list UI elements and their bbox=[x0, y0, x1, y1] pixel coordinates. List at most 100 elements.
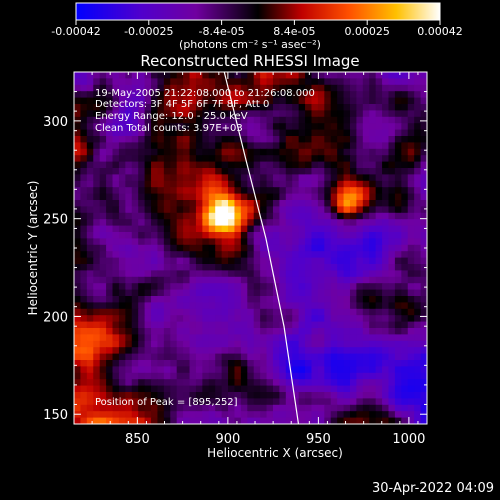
heatmap-cell bbox=[99, 340, 107, 348]
heatmap-cell bbox=[305, 161, 313, 169]
heatmap-cell bbox=[183, 379, 191, 387]
heatmap-cell bbox=[337, 264, 345, 271]
heatmap-cell bbox=[118, 321, 126, 329]
heatmap-cell bbox=[317, 289, 325, 297]
heatmap-cell bbox=[260, 193, 268, 201]
heatmap-cell bbox=[189, 97, 197, 105]
heatmap-cell bbox=[343, 168, 351, 175]
heatmap-cell bbox=[337, 142, 345, 150]
heatmap-cell bbox=[285, 321, 293, 329]
heatmap-cell bbox=[176, 264, 184, 271]
heatmap-cell bbox=[151, 398, 159, 406]
heatmap-cell bbox=[183, 200, 191, 207]
heatmap-cell bbox=[151, 104, 159, 111]
heatmap-cell bbox=[240, 372, 248, 380]
heatmap-cell bbox=[157, 193, 165, 201]
annotation-clean-counts: Clean Total counts: 3.97E+03 bbox=[95, 123, 243, 134]
heatmap-cell bbox=[369, 225, 377, 233]
heatmap-cell bbox=[324, 91, 332, 99]
heatmap-cell bbox=[285, 347, 293, 355]
heatmap-cell bbox=[292, 385, 300, 393]
heatmap-cell bbox=[298, 264, 306, 271]
heatmap-cell bbox=[106, 308, 114, 316]
heatmap-cell bbox=[311, 84, 319, 92]
heatmap-cell bbox=[157, 315, 165, 323]
heatmap-cell bbox=[106, 180, 114, 188]
heatmap-cell bbox=[106, 225, 114, 233]
heatmap-cell bbox=[170, 289, 178, 297]
heatmap-cell bbox=[369, 244, 377, 252]
heatmap-cell bbox=[118, 142, 126, 150]
heatmap-cell bbox=[151, 116, 159, 124]
heatmap-cell bbox=[292, 206, 300, 214]
heatmap-cell bbox=[420, 372, 427, 380]
heatmap-cell bbox=[356, 360, 364, 367]
heatmap-cell bbox=[260, 136, 268, 143]
heatmap-cell bbox=[151, 225, 159, 233]
heatmap-cell bbox=[260, 417, 268, 424]
heatmap-cell bbox=[151, 296, 159, 303]
heatmap-cell bbox=[189, 372, 197, 380]
heatmap-cell bbox=[240, 276, 248, 284]
heatmap-cell bbox=[131, 315, 139, 323]
heatmap-cell bbox=[74, 264, 82, 271]
heatmap-cell bbox=[394, 72, 402, 79]
heatmap-cell bbox=[317, 142, 325, 150]
heatmap-cell bbox=[131, 360, 139, 367]
heatmap-cell bbox=[337, 155, 345, 163]
heatmap-cell bbox=[240, 136, 248, 143]
heatmap-cell bbox=[74, 302, 82, 310]
heatmap-cell bbox=[382, 193, 390, 201]
heatmap-cell bbox=[74, 276, 82, 284]
heatmap-cell bbox=[118, 385, 126, 393]
heatmap-cell bbox=[240, 72, 248, 79]
heatmap-cell bbox=[74, 78, 82, 86]
heatmap-cell bbox=[298, 78, 306, 86]
heatmap-cell bbox=[362, 366, 370, 374]
heatmap-cell bbox=[375, 334, 383, 342]
heatmap-cell bbox=[407, 225, 415, 233]
heatmap-cell bbox=[343, 161, 351, 169]
heatmap-cell bbox=[285, 296, 293, 303]
heatmap-cell bbox=[112, 180, 120, 188]
heatmap-cell bbox=[144, 219, 152, 227]
heatmap-cell bbox=[349, 296, 357, 303]
heatmap-cell bbox=[394, 104, 402, 111]
heatmap-cell bbox=[260, 404, 268, 412]
heatmap-cell bbox=[394, 116, 402, 124]
heatmap-cell bbox=[99, 110, 107, 118]
heatmap-cell bbox=[272, 264, 280, 271]
heatmap-cell bbox=[170, 97, 178, 105]
heatmap-cell bbox=[337, 392, 345, 399]
heatmap-cell bbox=[106, 142, 114, 150]
heatmap-cell bbox=[112, 347, 120, 355]
heatmap-cell bbox=[324, 315, 332, 323]
heatmap-cell bbox=[80, 161, 88, 169]
heatmap-cell bbox=[157, 110, 165, 118]
heatmap-cell bbox=[292, 270, 300, 278]
heatmap-cell bbox=[176, 238, 184, 246]
heatmap-cell bbox=[138, 244, 146, 252]
heatmap-cell bbox=[305, 180, 313, 188]
heatmap-cell bbox=[407, 308, 415, 316]
heatmap-cell bbox=[189, 353, 197, 361]
heatmap-cell bbox=[118, 104, 126, 111]
heatmap-cell bbox=[138, 289, 146, 297]
heatmap-cell bbox=[138, 411, 146, 419]
heatmap-cell bbox=[163, 308, 171, 316]
heatmap-cell bbox=[401, 276, 409, 284]
heatmap-cell bbox=[240, 296, 248, 303]
heatmap-cell bbox=[202, 84, 210, 92]
heatmap-cell bbox=[157, 129, 165, 137]
heatmap-cell bbox=[272, 392, 280, 399]
heatmap-cell bbox=[305, 129, 313, 137]
heatmap-cell bbox=[375, 347, 383, 355]
heatmap-cell bbox=[131, 72, 139, 79]
heatmap-cell bbox=[279, 276, 287, 284]
heatmap-cell bbox=[420, 308, 427, 316]
heatmap-cell bbox=[343, 219, 351, 227]
heatmap-cell bbox=[195, 148, 203, 156]
heatmap-cell bbox=[401, 353, 409, 361]
heatmap-cell bbox=[118, 155, 126, 163]
heatmap-cell bbox=[285, 84, 293, 92]
